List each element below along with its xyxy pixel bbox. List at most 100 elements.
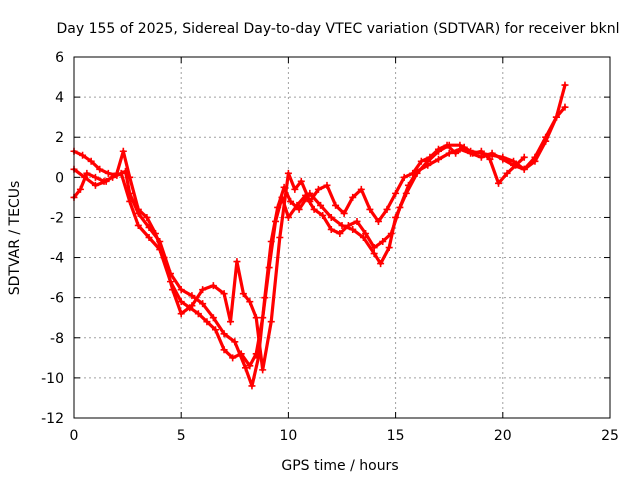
- data-point-marker: [248, 382, 256, 390]
- data-point-marker: [520, 165, 528, 173]
- data-point-marker: [177, 286, 185, 294]
- data-point-marker: [293, 201, 301, 209]
- data-point-marker: [297, 177, 305, 185]
- series-line: [72, 105, 567, 368]
- data-point-marker: [134, 205, 142, 213]
- data-point-marker: [424, 161, 432, 169]
- y-tick-label: -4: [50, 251, 64, 267]
- data-point-marker: [317, 201, 325, 209]
- data-point-marker: [229, 354, 237, 362]
- data-point-marker: [199, 300, 207, 308]
- chart-title: Day 155 of 2025, Sidereal Day-to-day VTE…: [57, 21, 620, 37]
- data-point-marker: [203, 318, 211, 326]
- data-point-marker: [366, 205, 374, 213]
- data-point-marker: [310, 205, 318, 213]
- data-point-marker: [272, 217, 280, 225]
- data-point-marker: [445, 149, 453, 157]
- data-point-marker: [531, 153, 539, 161]
- data-point-marker: [338, 221, 346, 229]
- data-point-marker: [520, 153, 528, 161]
- x-axis-title: GPS time / hours: [281, 458, 398, 474]
- data-point-marker: [561, 81, 569, 89]
- data-point-marker: [542, 133, 550, 141]
- data-point-marker: [194, 310, 202, 318]
- data-point-marker: [434, 155, 442, 163]
- data-point-marker: [87, 157, 95, 165]
- x-tick-label: 0: [70, 428, 79, 444]
- data-point-marker: [409, 169, 417, 177]
- data-point-marker: [469, 149, 477, 157]
- data-point-marker: [306, 197, 314, 205]
- data-point-marker: [499, 155, 507, 163]
- x-tick-label: 25: [601, 428, 619, 444]
- data-point-marker: [477, 153, 485, 161]
- data-point-marker: [233, 258, 241, 266]
- data-point-marker: [452, 149, 460, 157]
- y-tick-label: -10: [41, 371, 64, 387]
- data-point-marker: [276, 234, 284, 241]
- data-point-marker: [145, 234, 153, 241]
- data-point-marker: [252, 314, 260, 322]
- data-point-marker: [383, 205, 391, 213]
- y-tick-label: 2: [55, 130, 64, 146]
- y-tick-label: 4: [55, 90, 64, 106]
- data-point-marker: [379, 238, 387, 246]
- data-point-marker: [209, 282, 217, 290]
- series-track-2: [70, 103, 569, 370]
- data-point-marker: [231, 338, 239, 346]
- data-point-marker: [113, 169, 121, 177]
- data-point-marker: [344, 221, 352, 229]
- data-point-marker: [220, 346, 228, 354]
- data-point-marker: [169, 286, 177, 294]
- data-point-marker: [188, 302, 196, 310]
- data-point-marker: [443, 141, 451, 149]
- data-point-marker: [327, 225, 335, 233]
- data-point-marker: [246, 298, 254, 306]
- data-point-marker: [252, 350, 260, 358]
- data-point-marker: [209, 314, 217, 322]
- data-point-marker: [374, 217, 382, 225]
- data-point-marker: [151, 229, 159, 237]
- x-tick-label: 5: [177, 428, 186, 444]
- data-point-marker: [143, 213, 151, 221]
- data-point-marker: [177, 310, 185, 318]
- data-point-marker: [400, 173, 408, 181]
- data-point-marker: [387, 229, 395, 237]
- data-point-marker: [220, 330, 228, 338]
- data-point-marker: [104, 169, 112, 177]
- data-point-marker: [327, 213, 335, 221]
- data-point-marker: [512, 161, 520, 169]
- data-point-marker: [119, 147, 127, 155]
- data-point-marker: [359, 234, 367, 241]
- series-line: [72, 143, 526, 372]
- data-point-marker: [370, 244, 378, 252]
- plot-frame: [73, 56, 611, 419]
- data-point-marker: [503, 169, 511, 177]
- data-point-marker: [552, 113, 560, 121]
- data-point-marker: [96, 165, 104, 173]
- data-point-marker: [495, 179, 503, 187]
- data-point-marker: [314, 185, 322, 193]
- data-point-marker: [370, 250, 378, 258]
- data-point-marker: [332, 201, 340, 209]
- x-tick-label: 20: [494, 428, 512, 444]
- data-point-marker: [102, 177, 110, 185]
- data-point-marker: [246, 362, 254, 370]
- data-point-marker: [91, 173, 99, 181]
- data-point-marker: [212, 326, 220, 334]
- data-point-marker: [265, 264, 273, 272]
- data-point-marker: [83, 169, 91, 177]
- y-tick-label: 0: [55, 170, 64, 186]
- data-point-marker: [267, 318, 275, 326]
- data-point-marker: [349, 225, 357, 233]
- y-tick-label: -12: [41, 411, 64, 427]
- data-point-marker: [134, 221, 142, 229]
- data-point-marker: [353, 217, 361, 225]
- data-point-marker: [177, 298, 185, 306]
- data-point-marker: [561, 103, 569, 111]
- data-point-marker: [396, 203, 404, 211]
- data-point-marker: [284, 213, 292, 221]
- data-point-marker: [362, 229, 370, 237]
